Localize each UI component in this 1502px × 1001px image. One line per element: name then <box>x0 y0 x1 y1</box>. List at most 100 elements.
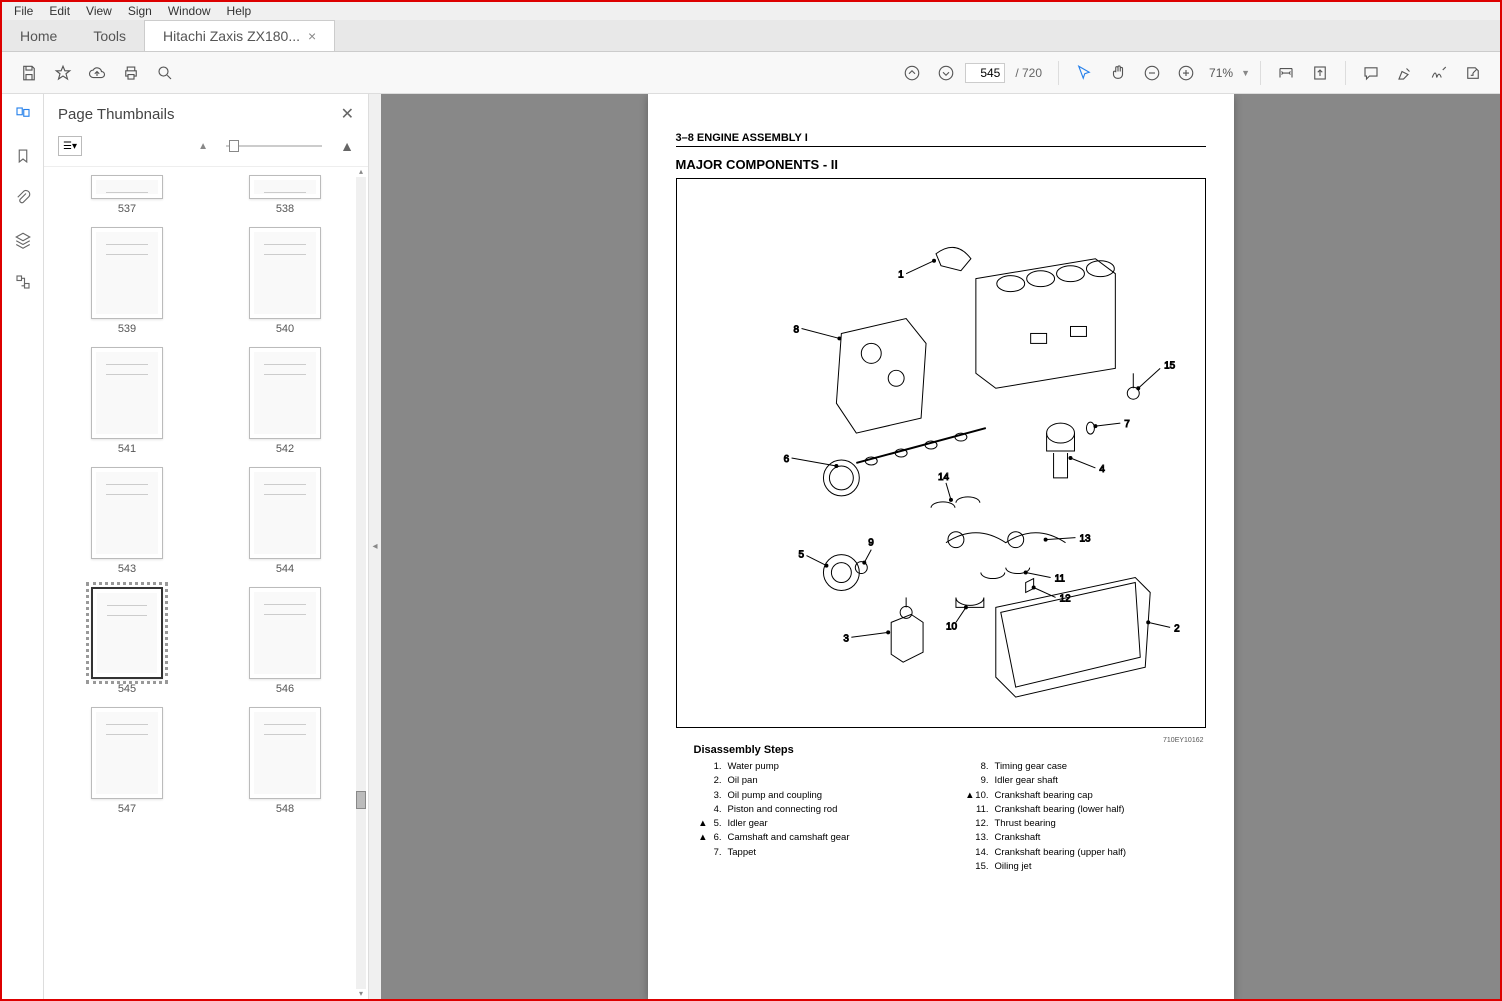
zoom-large-icon[interactable]: ▲ <box>340 138 354 154</box>
page-up-icon[interactable] <box>897 58 927 88</box>
svg-text:9: 9 <box>868 538 874 549</box>
step-item: 2.Oil pan <box>694 774 921 788</box>
step-item: 11.Crankshaft bearing (lower half) <box>961 803 1188 817</box>
svg-text:10: 10 <box>945 621 957 632</box>
thumbnail-page[interactable]: 541 <box>57 347 197 455</box>
menu-sign[interactable]: Sign <box>120 4 160 18</box>
svg-text:2: 2 <box>1174 623 1180 634</box>
svg-text:15: 15 <box>1164 360 1176 371</box>
svg-text:6: 6 <box>783 454 789 465</box>
svg-text:13: 13 <box>1079 534 1091 545</box>
thumbnail-number: 541 <box>118 443 136 455</box>
edit-icon[interactable] <box>1458 58 1488 88</box>
thumbnail-number: 544 <box>276 563 294 575</box>
thumbnail-number: 539 <box>118 323 136 335</box>
thumbnail-options[interactable]: ☰▾ <box>58 136 82 156</box>
thumbnail-page[interactable]: 544 <box>215 467 355 575</box>
comment-icon[interactable] <box>1356 58 1386 88</box>
step-item: ▲6.Camshaft and camshaft gear <box>694 831 921 845</box>
thumbnail-page[interactable]: 546 <box>215 587 355 695</box>
menu-edit[interactable]: Edit <box>41 4 78 18</box>
thumbnail-page[interactable]: 539 <box>57 227 197 335</box>
svg-text:7: 7 <box>1124 419 1130 430</box>
thumbnail-size-slider[interactable] <box>226 145 322 147</box>
menu-file[interactable]: File <box>6 4 41 18</box>
structure-icon[interactable] <box>11 270 35 294</box>
menu-help[interactable]: Help <box>219 4 260 18</box>
thumbnail-page[interactable]: 540 <box>215 227 355 335</box>
highlight-icon[interactable] <box>1390 58 1420 88</box>
thumbnail-page[interactable]: 547 <box>57 707 197 815</box>
svg-text:4: 4 <box>1099 464 1105 475</box>
thumbnail-number: 548 <box>276 803 294 815</box>
thumbnail-page[interactable]: 543 <box>57 467 197 575</box>
sign-icon[interactable] <box>1424 58 1454 88</box>
menu-window[interactable]: Window <box>160 4 219 18</box>
star-icon[interactable] <box>48 58 78 88</box>
tab-home[interactable]: Home <box>2 21 75 51</box>
thumbnail-number: 540 <box>276 323 294 335</box>
svg-text:1: 1 <box>898 270 904 281</box>
svg-text:11: 11 <box>1054 574 1065 585</box>
save-icon[interactable] <box>14 58 44 88</box>
layers-icon[interactable] <box>11 228 35 252</box>
step-item: 1.Water pump <box>694 760 921 774</box>
pdf-page: 3–8 ENGINE ASSEMBLY I MAJOR COMPONENTS -… <box>648 94 1234 999</box>
svg-text:14: 14 <box>938 472 950 483</box>
cloud-upload-icon[interactable] <box>82 58 112 88</box>
thumbnail-number: 537 <box>118 203 136 215</box>
attachment-icon[interactable] <box>11 186 35 210</box>
step-item: 7.Tappet <box>694 846 921 860</box>
thumbnail-number: 543 <box>118 563 136 575</box>
thumbnail-page[interactable]: 538 <box>215 175 355 215</box>
page-section-header: 3–8 ENGINE ASSEMBLY I <box>676 132 1206 147</box>
steps-title: Disassembly Steps <box>694 744 1188 756</box>
pointer-icon[interactable] <box>1069 58 1099 88</box>
total-pages: / 720 <box>1015 66 1042 80</box>
page-down-icon[interactable] <box>931 58 961 88</box>
document-viewer[interactable]: 3–8 ENGINE ASSEMBLY I MAJOR COMPONENTS -… <box>381 94 1500 999</box>
close-icon[interactable]: × <box>308 28 316 44</box>
fit-page-icon[interactable] <box>1305 58 1335 88</box>
left-rail <box>2 94 44 999</box>
thumbnails-icon[interactable] <box>11 102 35 126</box>
zoom-in-icon[interactable] <box>1171 58 1201 88</box>
thumbnails-panel: Page Thumbnails ✕ ☰▾ ▲ ▲ 537 538 539 540 541… <box>44 94 369 999</box>
step-item: ▲10.Crankshaft bearing cap <box>961 789 1188 803</box>
thumbnail-page[interactable]: 548 <box>215 707 355 815</box>
bookmark-icon[interactable] <box>11 144 35 168</box>
close-panel-icon[interactable]: ✕ <box>341 104 354 124</box>
thumbnail-number: 542 <box>276 443 294 455</box>
print-icon[interactable] <box>116 58 146 88</box>
thumbnail-page[interactable]: 542 <box>215 347 355 455</box>
zoom-out-icon[interactable] <box>1137 58 1167 88</box>
step-item: 3.Oil pump and coupling <box>694 789 921 803</box>
fit-width-icon[interactable] <box>1271 58 1301 88</box>
thumbnail-page[interactable]: 537 <box>57 175 197 215</box>
tab-document-label: Hitachi Zaxis ZX180... <box>163 28 300 44</box>
thumbnail-page[interactable]: 545 <box>57 587 197 695</box>
svg-text:8: 8 <box>793 324 799 335</box>
step-item: 13.Crankshaft <box>961 831 1188 845</box>
tab-document[interactable]: Hitachi Zaxis ZX180... × <box>144 20 335 51</box>
thumbnails-title: Page Thumbnails <box>58 106 174 123</box>
step-item: 14.Crankshaft bearing (upper half) <box>961 846 1188 860</box>
step-item: 9.Idler gear shaft <box>961 774 1188 788</box>
exploded-diagram: 1 8 <box>676 178 1206 728</box>
toolbar: / 720 71% ▼ <box>2 52 1500 94</box>
search-icon[interactable] <box>150 58 180 88</box>
thumbnail-number: 546 <box>276 683 294 695</box>
step-item: 8.Timing gear case <box>961 760 1188 774</box>
tab-tools[interactable]: Tools <box>75 21 144 51</box>
current-page-input[interactable] <box>965 63 1005 83</box>
menubar: File Edit View Sign Window Help <box>2 2 1500 20</box>
chevron-down-icon[interactable]: ▼ <box>1241 68 1250 78</box>
zoom-small-icon[interactable]: ▲ <box>198 141 208 152</box>
hand-icon[interactable] <box>1103 58 1133 88</box>
menu-view[interactable]: View <box>78 4 120 18</box>
thumbnail-scrollbar[interactable]: ▴ ▾ <box>356 167 366 999</box>
zoom-value[interactable]: 71% <box>1205 66 1237 80</box>
collapse-panel[interactable]: ◂ <box>369 94 381 999</box>
page-title: MAJOR COMPONENTS - II <box>676 157 1206 172</box>
main: Page Thumbnails ✕ ☰▾ ▲ ▲ 537 538 539 540 541… <box>2 94 1500 999</box>
